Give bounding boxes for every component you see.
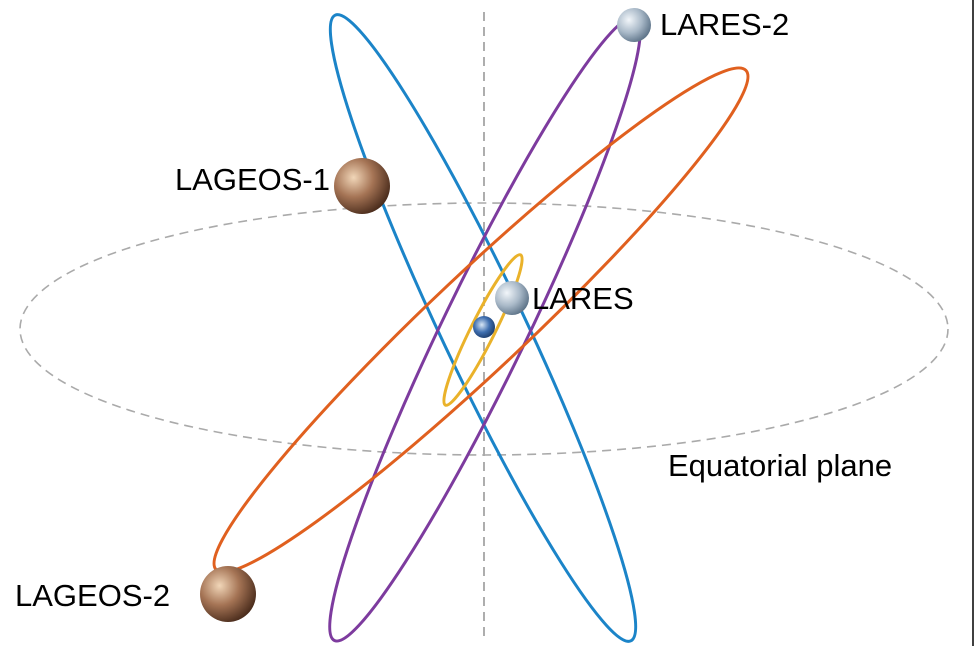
label: LAGEOS-1 <box>175 162 330 197</box>
equatorial-plane <box>19 202 949 456</box>
lageos1-satellite <box>334 158 390 214</box>
lares2-satellite <box>617 8 651 42</box>
lares-satellite <box>495 281 529 315</box>
lageos2-satellite <box>200 566 256 622</box>
label: LARES <box>532 281 634 316</box>
label: Equatorial plane <box>668 448 892 483</box>
earth <box>473 316 495 338</box>
label: LAGEOS-2 <box>15 578 170 613</box>
lares-orbit <box>442 253 524 407</box>
label: LARES-2 <box>660 7 789 42</box>
